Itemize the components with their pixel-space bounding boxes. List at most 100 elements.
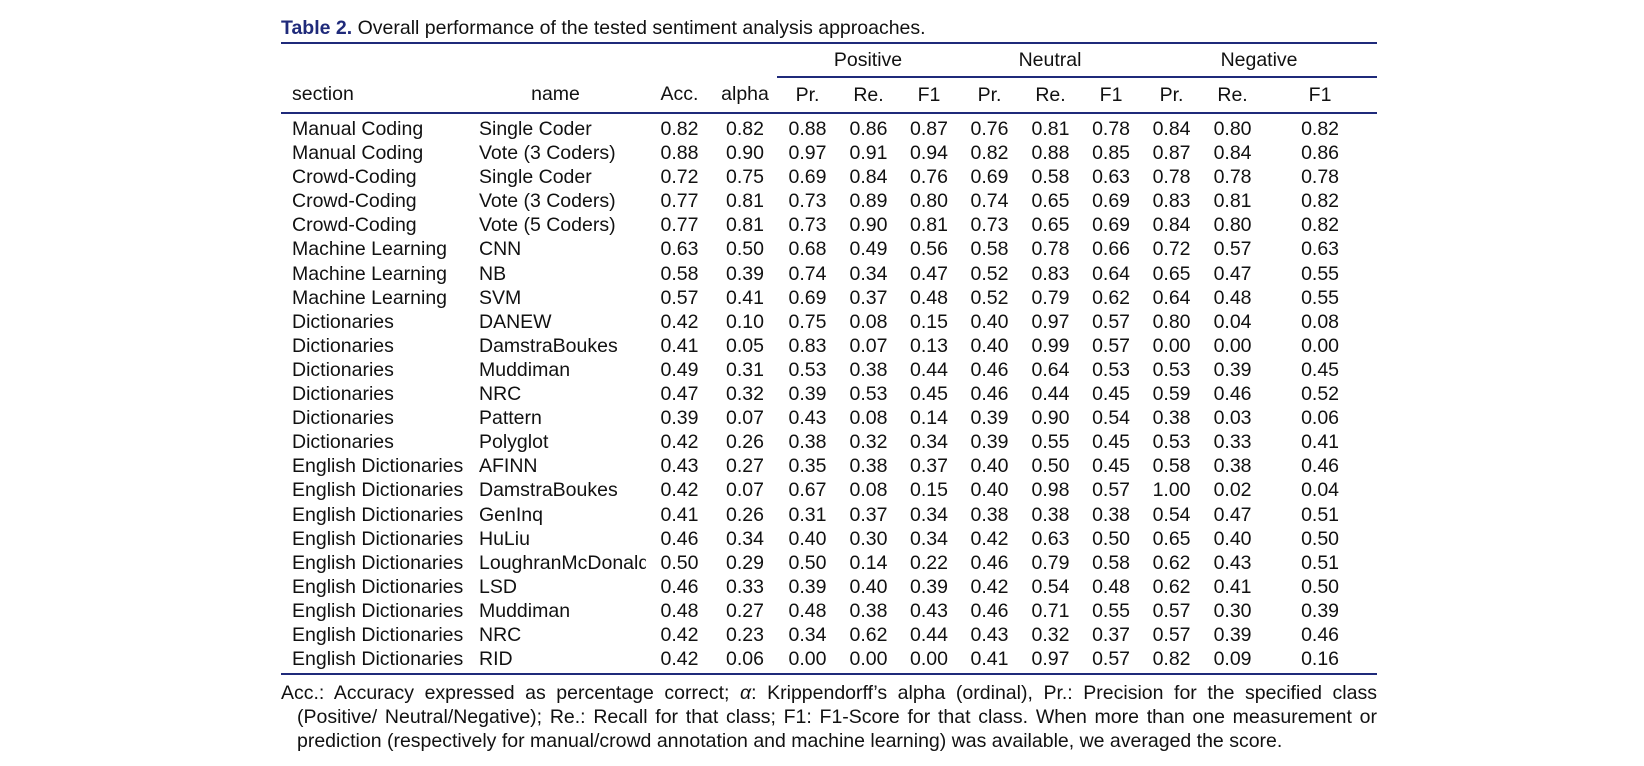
value-cell: 0.50: [726, 238, 764, 261]
value-cell: 0.53: [1152, 358, 1191, 381]
group-negative: Negative: [1141, 43, 1378, 78]
value-cell: 0.81: [910, 214, 948, 237]
value-cell: 0.32: [726, 383, 764, 406]
value-cell: 0.51: [1301, 551, 1340, 574]
value-cell: 0.00: [1152, 334, 1191, 357]
table-row: Crowd-Coding Vote (5 Coders) 0.77 0.81 0.73 0…: [281, 213, 1377, 237]
notes-rest: : Krippendorff’s alpha (ordinal), Pr.: P…: [297, 682, 1377, 753]
value-cell: 0.07: [726, 479, 764, 502]
value-cell: 0.53: [1152, 431, 1191, 454]
value-cell: 0.08: [849, 407, 888, 430]
value-cell: 0.41: [1301, 431, 1340, 454]
value-cell: 0.73: [788, 190, 827, 213]
value-cell: 0.88: [1031, 142, 1070, 165]
value-cell: 0.45: [1092, 383, 1131, 406]
column-header: Pr.: [777, 77, 838, 114]
value-cell: 0.52: [970, 286, 1009, 309]
value-cell: 0.75: [726, 166, 764, 189]
value-cell: 0.86: [1301, 142, 1340, 165]
value-cell: 0.46: [1301, 623, 1340, 646]
value-cell: 0.90: [849, 214, 888, 237]
value-cell: 0.39: [1213, 623, 1252, 646]
table-row: English Dictionaries GenInq 0.41 0.26 0.31 0.…: [281, 503, 1377, 527]
value-cell: 0.32: [1031, 623, 1070, 646]
value-cell: 0.38: [1152, 407, 1191, 430]
value-cell: 0.43: [910, 599, 948, 622]
value-cell: 0.34: [726, 527, 764, 550]
value-cell: 0.82: [660, 118, 699, 140]
value-cell: 0.69: [970, 166, 1009, 189]
value-cell: 0.46: [1301, 455, 1340, 478]
section-cell: Crowd-Coding: [292, 166, 417, 189]
value-cell: 0.86: [849, 118, 888, 140]
table-row: English Dictionaries RID 0.42 0.06 0.00 0.00 0…: [281, 647, 1377, 674]
value-cell: 0.80: [1213, 214, 1252, 237]
name-cell: NRC: [479, 623, 522, 646]
value-cell: 0.62: [1152, 575, 1191, 598]
value-cell: 0.39: [1301, 599, 1340, 622]
table-row: Dictionaries Muddiman 0.49 0.31 0.53 0.38 0.44…: [281, 358, 1377, 382]
value-cell: 0.82: [726, 118, 764, 140]
value-cell: 0.14: [849, 551, 888, 574]
value-cell: 0.43: [788, 407, 827, 430]
value-cell: 0.88: [788, 118, 827, 140]
value-cell: 0.15: [910, 479, 948, 502]
name-cell: DANEW: [479, 310, 552, 333]
name-cell: Vote (3 Coders): [479, 190, 616, 213]
value-cell: 0.46: [1213, 383, 1252, 406]
column-header: Re.: [838, 77, 899, 114]
table-row: English Dictionaries DamstraBoukes 0.42 0.0…: [281, 478, 1377, 502]
column-header: section: [281, 77, 465, 114]
name-cell: NRC: [479, 383, 522, 406]
value-cell: 0.63: [1301, 238, 1340, 261]
value-cell: 0.46: [970, 599, 1009, 622]
group-positive: Positive: [777, 43, 960, 78]
value-cell: 0.46: [970, 358, 1009, 381]
section-cell: English Dictionaries: [292, 648, 464, 671]
value-cell: 0.39: [970, 407, 1009, 430]
value-cell: 0.79: [1031, 551, 1070, 574]
value-cell: 0.30: [849, 527, 888, 550]
value-cell: 0.82: [1152, 648, 1191, 671]
value-cell: 0.49: [660, 358, 699, 381]
name-cell: LoughranMcDonald: [479, 551, 646, 574]
name-cell: Vote (3 Coders): [479, 142, 616, 165]
value-cell: 0.58: [970, 238, 1009, 261]
value-cell: 0.31: [726, 358, 764, 381]
name-cell: Pattern: [479, 407, 542, 430]
value-cell: 0.27: [726, 599, 764, 622]
value-cell: 0.00: [788, 648, 827, 671]
value-cell: 0.37: [1092, 623, 1131, 646]
column-header: alpha: [713, 77, 777, 114]
value-cell: 0.58: [660, 262, 699, 285]
value-cell: 0.69: [1092, 190, 1131, 213]
value-cell: 0.40: [970, 479, 1009, 502]
value-cell: 0.41: [660, 503, 699, 526]
value-cell: 0.38: [849, 358, 888, 381]
section-cell: English Dictionaries: [292, 479, 464, 502]
value-cell: 0.97: [1031, 310, 1070, 333]
value-cell: 0.39: [788, 383, 827, 406]
value-cell: 0.39: [970, 431, 1009, 454]
value-cell: 0.84: [1152, 214, 1191, 237]
value-cell: 0.15: [910, 310, 948, 333]
value-cell: 0.26: [726, 431, 764, 454]
value-cell: 0.81: [1213, 190, 1252, 213]
value-cell: 0.42: [970, 527, 1009, 550]
value-cell: 0.52: [970, 262, 1009, 285]
value-cell: 0.99: [1031, 334, 1070, 357]
value-cell: 0.45: [1092, 455, 1131, 478]
value-cell: 0.97: [788, 142, 827, 165]
section-cell: Crowd-Coding: [292, 214, 417, 237]
value-cell: 0.54: [1092, 407, 1131, 430]
name-cell: GenInq: [479, 503, 543, 526]
table-row: Manual Coding Vote (3 Coders) 0.88 0.90 0.97…: [281, 141, 1377, 165]
value-cell: 0.57: [1092, 479, 1131, 502]
value-cell: 0.41: [660, 334, 699, 357]
value-cell: 0.57: [1152, 623, 1191, 646]
group-header-row: Positive Neutral Negative: [281, 43, 1378, 78]
value-cell: 0.44: [910, 623, 948, 646]
value-cell: 0.56: [910, 238, 948, 261]
value-cell: 0.63: [660, 238, 699, 261]
value-cell: 0.57: [1213, 238, 1252, 261]
